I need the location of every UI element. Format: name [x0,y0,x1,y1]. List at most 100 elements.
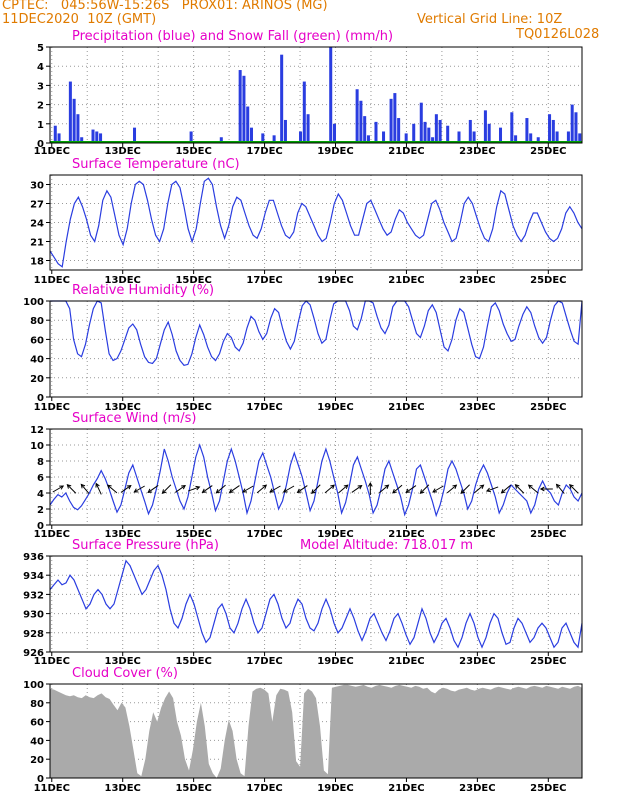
x-tick-label: 21DEC [388,529,424,540]
precip-bar [498,127,503,143]
y-tick-label: 8 [37,457,44,468]
y-tick-label: 12 [30,425,44,436]
precip-bar [57,133,61,143]
x-tick-label: 15DEC [175,146,211,157]
x-tick-label: 25DEC [530,783,566,794]
wind-arrow-head [95,482,100,488]
y-tick-label: 2 [37,101,44,112]
x-tick-label: 13DEC [105,146,141,157]
wind-arrow-head [527,484,533,490]
x-tick-label: 23DEC [459,529,495,540]
y-tick-label: 3 [37,81,44,92]
panel-1-frame [49,46,583,144]
precip-bar [261,133,265,143]
x-tick-label: 15DEC [175,275,211,286]
precip-bar [382,131,386,143]
precip-bar [219,137,223,143]
precip-bar [329,47,333,143]
y-tick-label: 100 [23,297,44,308]
x-tick-label: 25DEC [530,146,566,157]
precip-bar [238,70,242,143]
series-line-2 [49,177,583,268]
x-tick-label: 21DEC [388,146,424,157]
x-tick-label: 19DEC [317,529,353,540]
wind-arrow-head [311,489,316,494]
precip-bar [431,137,435,143]
cloud-cover-area [50,684,582,778]
wind-arrow-head [485,487,491,493]
wind-arrow-head [343,484,349,490]
y-tick-label: 936 [23,552,44,563]
wind-arrow-head [392,488,397,494]
x-tick-label: 17DEC [246,783,282,794]
x-tick-label: 19DEC [317,275,353,286]
x-tick-label: 11DEC [34,529,70,540]
y-tick-label: 40 [30,355,44,366]
wind-arrow-head [242,488,247,493]
y-tick-label: 934 [23,571,44,582]
precip-bar [355,89,359,143]
wind-arrow-head [106,484,112,490]
panel-5-title: Surface Pressure (hPa) [72,538,219,553]
precip-bar [472,131,476,143]
precip-bar [280,54,284,143]
x-tick-label: 13DEC [105,783,141,794]
x-tick-label: 21DEC [388,783,424,794]
wind-arrow-head [500,488,506,494]
x-tick-label: 25DEC [530,402,566,413]
x-tick-label: 21DEC [388,402,424,413]
precip-bar [359,100,363,143]
precip-bar [72,98,76,143]
wind-arrow [147,485,159,493]
wind-arrow-head [367,481,373,487]
panel-5-frame [49,555,583,653]
panel-3-title: Relative Humidity (%) [72,283,214,298]
y-tick-label: 0 [37,774,44,785]
precip-bar [483,110,487,143]
x-tick-label: 17DEC [246,402,282,413]
x-tick-label: 21DEC [388,275,424,286]
y-tick-label: 4 [37,489,44,500]
y-tick-label: 18 [30,257,44,268]
x-tick-label: 11DEC [34,783,70,794]
x-tick-label: 19DEC [317,656,353,667]
precip-bar [306,114,310,143]
wind-arrow-head [479,484,485,490]
x-tick-label: 11DEC [34,275,70,286]
precip-bar [80,137,84,143]
x-tick-label: 21DEC [388,656,424,667]
wind-arrow [134,485,145,493]
wind-arrow [269,485,281,493]
header-date: 11DEC2020 10Z (GMT) [2,12,157,27]
wind-arrow [460,484,470,494]
y-tick-label: 80 [30,316,44,327]
precip-bar [468,119,472,143]
wind-arrow-head [539,486,545,492]
wind-arrow-head [296,488,302,494]
wind-arrow-head [514,484,520,489]
precip-bar [548,114,552,143]
precip-bar [487,123,491,143]
precip-bar [374,121,378,143]
wind-arrow-head [419,489,425,494]
panel-2-title: Surface Temperature (nC) [72,157,240,172]
wind-arrow-head [262,484,268,490]
wind-arrow [378,484,389,494]
precip-bar [434,114,438,143]
wind-arrow-head [432,488,438,493]
wind-arrow-head [195,485,201,491]
wind-arrow-head [201,488,207,494]
y-tick-label: 928 [23,629,44,640]
wind-arrow-head [452,484,458,490]
x-tick-label: 15DEC [175,529,211,540]
wind-arrow-head [161,489,167,494]
x-tick-label: 13DEC [105,656,141,667]
wind-arrow [420,484,430,494]
wind-arrow [324,484,335,494]
x-tick-label: 11DEC [34,402,70,413]
precip-bar [249,127,253,143]
y-tick-label: 932 [23,590,44,601]
wind-arrow-head [147,488,153,494]
x-tick-label: 17DEC [246,656,282,667]
